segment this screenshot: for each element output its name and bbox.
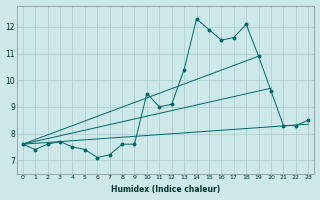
X-axis label: Humidex (Indice chaleur): Humidex (Indice chaleur) bbox=[111, 185, 220, 194]
